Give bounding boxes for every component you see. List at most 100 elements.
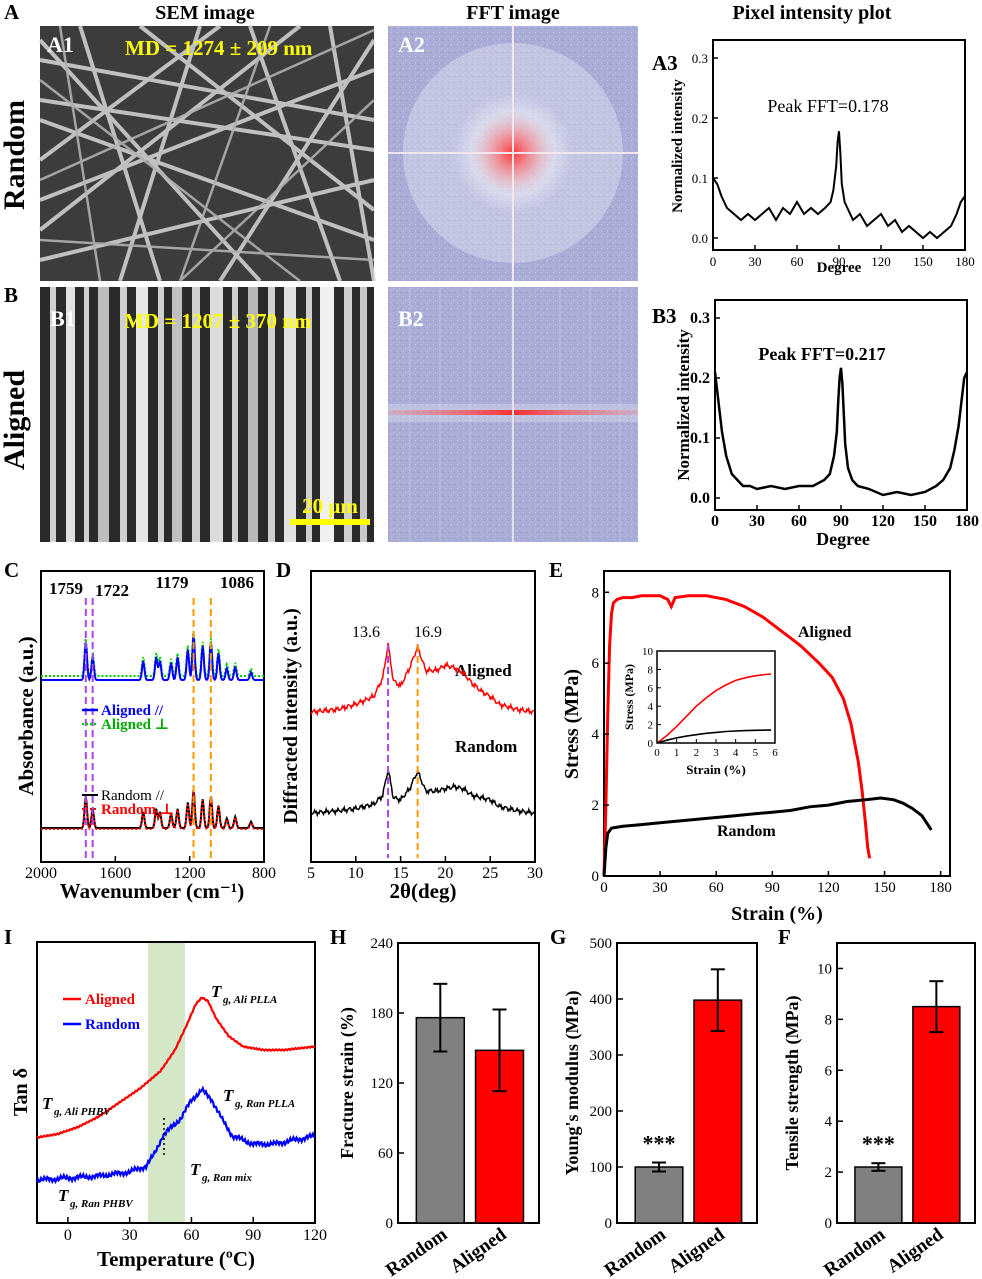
sub-label-b3: B3 — [652, 304, 677, 328]
xlabel-i: Temperature (ºC) — [97, 1247, 255, 1271]
svg-text:T: T — [190, 1160, 201, 1179]
x-tick-label: 60 — [791, 513, 807, 530]
y-tick-label: 8 — [592, 585, 600, 601]
label-random-e: Random — [717, 823, 776, 840]
series-line-aligned — [713, 367, 969, 497]
x-tick-label: 120 — [303, 1227, 327, 1244]
peak-1722: 1722 — [95, 581, 129, 600]
header-pixel: Pixel intensity plot — [733, 2, 892, 24]
peak-1179: 1179 — [155, 573, 188, 592]
x-tick-label: 1600 — [99, 865, 131, 882]
inset-x-tick-label: 6 — [772, 747, 778, 759]
header-fft: FFT image — [466, 2, 560, 24]
pixel-plot-random: A3 Peak FFT=0.178 Degree Normalized inte… — [652, 39, 975, 276]
x-tick-label: 60 — [709, 880, 724, 896]
row-label-random: Random — [0, 100, 31, 210]
svg-text:T: T — [223, 1086, 234, 1105]
tg-ali-phbv: T g, Ali PHBV — [42, 1094, 112, 1118]
inset-y-tick-label: 8 — [648, 664, 654, 676]
x-tick-label: 800 — [252, 865, 276, 882]
category-label-random: Random — [382, 1224, 451, 1279]
series-line-random — [602, 796, 933, 877]
panel-letter-g: G — [550, 925, 566, 949]
x-tick-label: 90 — [765, 880, 780, 896]
panel-letter-e: E — [549, 558, 563, 582]
scale-bar-label: 20 μm — [302, 494, 358, 518]
inset-series-random — [656, 729, 772, 744]
x-tick-label: 120 — [817, 880, 840, 896]
panel-letter-f: F — [778, 925, 791, 949]
header-sem: SEM image — [155, 2, 255, 24]
y-tick-label: 0.2 — [690, 370, 710, 387]
svg-text:g, Ali PLLA: g, Ali PLLA — [222, 994, 277, 1006]
xlabel-e: Strain (%) — [731, 903, 823, 925]
xlabel-b3: Degree — [816, 529, 870, 549]
y-tick-label: 60 — [378, 1146, 393, 1162]
label-aligned-e: Aligned — [798, 624, 851, 641]
x-tick-label: 2000 — [25, 865, 57, 882]
svg-text:T: T — [58, 1186, 69, 1205]
svg-text:g, Ran mix: g, Ran mix — [201, 1172, 252, 1184]
ylabel-a3: Normalized intensity — [670, 79, 686, 213]
x-tick-label: 30 — [527, 865, 543, 882]
y-tick-label: 2 — [592, 798, 600, 814]
sub-label-b2: B2 — [398, 306, 424, 331]
ylabel-g: Young's modulus (MPa) — [562, 990, 583, 1175]
y-tick-label: 4 — [825, 1114, 833, 1130]
inset-y-tick-label: 0 — [648, 738, 654, 750]
y-tick-label: 400 — [590, 992, 613, 1008]
series-line-aligned-parallel — [41, 634, 264, 682]
x-tick-label: 60 — [183, 1227, 199, 1244]
legend-aligned-i: Aligned — [85, 992, 136, 1008]
category-label-random: Random — [820, 1224, 889, 1279]
svg-text:g, Ran PLLA: g, Ran PLLA — [234, 1098, 295, 1110]
sub-label-a2: A2 — [398, 32, 425, 57]
y-tick-label: 0 — [605, 1216, 613, 1232]
significance-marker: *** — [862, 1131, 895, 1156]
tg-ali-plla: T g, Ali PLLA — [211, 982, 277, 1006]
peak-fft-random: Peak FFT=0.178 — [767, 96, 888, 116]
series-line-random-perp — [41, 790, 264, 831]
y-tick-label: 300 — [590, 1048, 613, 1064]
tg-ran-mix: T g, Ran mix — [190, 1160, 252, 1184]
x-tick-label: 90 — [833, 513, 849, 530]
inset-y-tick-label: 4 — [648, 701, 654, 713]
category-label-aligned: Aligned — [883, 1224, 947, 1278]
ylabel-c: Absorbance (a.u.) — [14, 636, 38, 795]
peak-fft-aligned: Peak FFT=0.217 — [758, 344, 885, 364]
y-tick-label: 0 — [825, 1216, 833, 1232]
y-tick-label: 180 — [371, 1006, 394, 1022]
x-tick-label: 30 — [749, 513, 765, 530]
y-tick-label: 100 — [590, 1160, 613, 1176]
svg-text:g, Ali PHBV: g, Ali PHBV — [53, 1106, 112, 1118]
y-tick-label: 0.3 — [692, 51, 708, 66]
x-tick-label: 0 — [600, 880, 608, 896]
ftir-chart: C 1759 1722 1179 1086 2000 1600 1200 800 Al… — [4, 558, 276, 903]
y-tick-label: 8 — [825, 1012, 833, 1028]
series-line-random — [35, 1085, 316, 1185]
x-tick-label: 25 — [482, 865, 498, 882]
y-tick-label: 10 — [817, 961, 832, 977]
row-label-aligned: Aligned — [0, 370, 31, 470]
inset-x-tick-label: 1 — [674, 747, 680, 759]
x-tick-label: 180 — [955, 254, 975, 269]
peak-1086: 1086 — [220, 573, 254, 592]
panel-letter-b: B — [4, 283, 18, 307]
inset-y-tick-label: 2 — [648, 720, 654, 732]
peak-1759: 1759 — [49, 579, 83, 598]
fft-image-random: A2 — [388, 26, 638, 281]
bar-random — [634, 1166, 684, 1224]
panel-letter-a: A — [4, 0, 20, 24]
md-aligned: MD = 1207 ± 370 nm — [124, 309, 312, 333]
x-tick-label: 150 — [913, 513, 937, 530]
significance-marker: *** — [643, 1131, 676, 1156]
x-tick-label: 120 — [871, 254, 891, 269]
inset-x-tick-label: 2 — [694, 747, 700, 759]
y-tick-label: 6 — [825, 1063, 833, 1079]
y-tick-label: 2 — [825, 1165, 833, 1181]
y-tick-label: 0.0 — [690, 490, 710, 507]
bar-aligned — [912, 1005, 961, 1224]
legend-random-i: Random — [85, 1017, 141, 1033]
inset-xlabel: Strain (%) — [686, 762, 746, 777]
